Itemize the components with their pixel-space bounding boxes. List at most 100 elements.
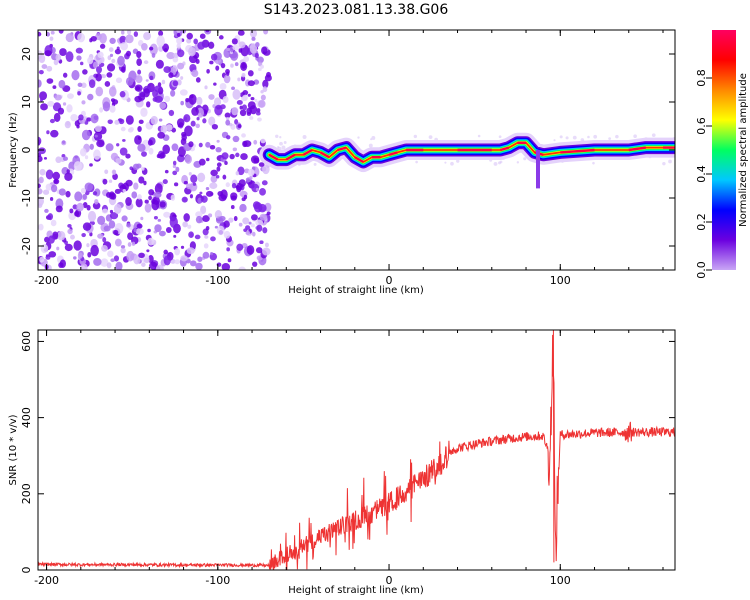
noise-blob [70, 113, 78, 122]
noise-blob [662, 161, 666, 166]
noise-blob [165, 227, 172, 234]
signal-peak [319, 151, 330, 159]
noise-blob [77, 32, 86, 43]
noise-blob [216, 166, 221, 172]
noise-blob [651, 133, 656, 137]
noise-blob [171, 143, 179, 152]
noise-blob [255, 111, 261, 116]
signal-peak [628, 146, 647, 152]
noise-blob [95, 73, 102, 82]
noise-blob [99, 43, 106, 49]
noise-blob [120, 245, 126, 249]
noise-blob [40, 103, 48, 111]
noise-blob [226, 47, 231, 52]
noise-blob [38, 155, 43, 163]
noise-blob [218, 230, 224, 235]
noise-blob [90, 244, 99, 257]
noise-blob [216, 139, 220, 143]
noise-blob [113, 203, 122, 214]
noise-blob [145, 79, 149, 82]
noise-blob [122, 188, 126, 193]
noise-blob [82, 193, 87, 200]
noise-blob [38, 188, 43, 195]
spectrogram-y-ticks: -20 -10 0 10 20 [20, 47, 675, 255]
noise-blob [65, 51, 74, 63]
noise-blob [151, 199, 160, 211]
noise-blob [140, 216, 144, 221]
signal-peak [354, 156, 364, 164]
noise-blob [149, 261, 158, 270]
noise-blob [246, 245, 255, 255]
noise-blob [413, 134, 418, 139]
colorbar-ticks: 0.0 0.2 0.4 0.6 0.8 [695, 69, 712, 279]
noise-blob [238, 48, 243, 53]
noise-blob [102, 101, 111, 112]
noise-blob [263, 30, 269, 35]
noise-blob [160, 124, 168, 134]
noise-blob [180, 245, 185, 249]
noise-blob [141, 42, 148, 51]
noise-blob [55, 205, 63, 213]
noise-blob [125, 197, 132, 206]
noise-blob [125, 153, 131, 159]
noise-blob [62, 156, 68, 161]
noise-blob [173, 182, 179, 187]
noise-blob [169, 216, 178, 228]
x-tick-label: 0 [386, 274, 393, 287]
noise-blob [62, 72, 68, 78]
spectrogram-noise [38, 30, 675, 270]
noise-blob [189, 260, 197, 267]
noise-blob [242, 217, 250, 225]
noise-blob [241, 197, 246, 202]
noise-blob [209, 60, 214, 65]
noise-blob [153, 216, 158, 220]
noise-blob [159, 201, 166, 208]
noise-blob [275, 134, 279, 139]
noise-blob [249, 116, 254, 120]
noise-blob [114, 238, 122, 247]
noise-blob [106, 262, 112, 269]
noise-blob [101, 208, 109, 214]
noise-blob [58, 30, 64, 34]
noise-blob [38, 183, 41, 188]
noise-blob [565, 136, 569, 140]
noise-blob [220, 62, 226, 69]
noise-blob [180, 76, 184, 80]
noise-blob [156, 35, 165, 47]
noise-blob [101, 244, 108, 252]
noise-blob [39, 256, 45, 263]
noise-blob [52, 85, 57, 90]
noise-blob [248, 221, 252, 225]
noise-blob [249, 30, 258, 38]
noise-blob [46, 65, 53, 72]
noise-blob [247, 93, 251, 97]
noise-blob [49, 196, 54, 201]
noise-blob [147, 237, 155, 246]
noise-blob [45, 183, 53, 191]
noise-blob [216, 162, 222, 167]
noise-blob [163, 249, 169, 255]
noise-blob [357, 136, 360, 139]
noise-blob [203, 243, 209, 249]
noise-blob [148, 46, 154, 51]
noise-blob [39, 98, 43, 102]
noise-blob [100, 258, 109, 267]
noise-blob [110, 258, 115, 263]
noise-blob [62, 140, 66, 144]
x-tick-label: 100 [550, 574, 571, 587]
noise-blob [93, 149, 101, 160]
noise-blob [208, 116, 216, 126]
noise-blob [158, 45, 164, 52]
noise-blob [126, 250, 135, 262]
noise-blob [39, 168, 46, 176]
noise-blob [231, 107, 239, 116]
noise-blob [199, 191, 203, 195]
noise-blob [131, 191, 138, 199]
noise-blob [190, 120, 196, 127]
noise-blob [174, 259, 181, 265]
noise-blob [237, 166, 245, 176]
noise-blob [80, 263, 88, 270]
noise-blob [67, 93, 74, 99]
noise-blob [236, 100, 243, 105]
noise-blob [38, 31, 42, 37]
